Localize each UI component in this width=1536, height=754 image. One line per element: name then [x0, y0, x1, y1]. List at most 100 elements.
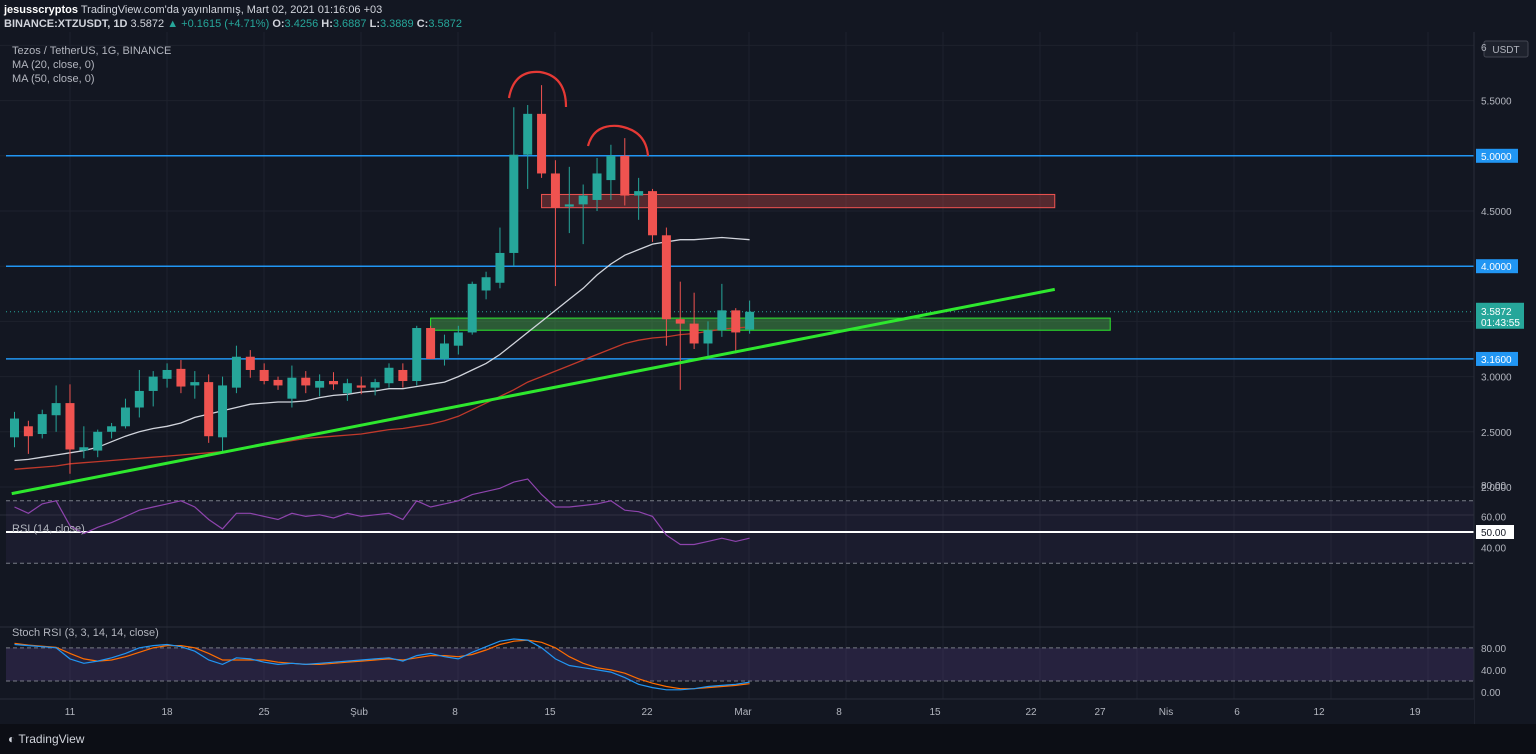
close-value: 3.5872 [428, 18, 462, 30]
low-label: L: [369, 18, 380, 30]
chart-background [0, 32, 1536, 724]
rsi-tick: 40.00 [1481, 544, 1506, 555]
candle-body [10, 418, 19, 438]
indicator-lines [14, 478, 750, 691]
candle-body [79, 447, 89, 451]
candle-body [564, 204, 574, 207]
candle-body [51, 403, 61, 416]
brand-name: TradingView [18, 732, 85, 746]
time-label: 8 [836, 707, 842, 718]
time-label: 27 [1094, 707, 1106, 718]
candle-body [578, 195, 588, 205]
close-label: C: [416, 18, 429, 30]
candle-body [148, 376, 158, 391]
high-value: 3.6887 [332, 18, 367, 30]
candle-body [204, 382, 214, 437]
candle-body [162, 369, 172, 379]
chart-area[interactable]: USDT 6 5.50005.00004.50004.00003.50003.0… [0, 32, 1536, 724]
candle-body [717, 310, 727, 331]
time-label: 6 [1234, 707, 1240, 718]
candle-body [592, 173, 602, 200]
price-marker-label: 4.0000 [1481, 262, 1512, 273]
time-label: Şub [350, 707, 368, 718]
stoch-k-line [14, 638, 750, 691]
candle-body [523, 113, 533, 155]
countdown-label: 01:43:55 [1481, 318, 1520, 329]
tradingview-logo[interactable]: ◐ TradingView [8, 732, 85, 746]
candle-body [329, 381, 339, 385]
time-label: 8 [452, 707, 458, 718]
candle-body [606, 155, 616, 181]
price-tick: 3.0000 [1481, 373, 1512, 384]
candle-body [176, 368, 186, 387]
rsi-marker-label: 50.00 [1481, 528, 1506, 539]
time-axis[interactable]: 11 18 25 Şub 8 15 22 Mar 8 15 22 27 Nis 6 12 19 [0, 698, 1474, 724]
candle-body [356, 385, 366, 388]
candle-body [37, 414, 47, 435]
candle-body [370, 382, 380, 388]
moving-averages [14, 236, 750, 470]
legends: Tezos / TetherUS, 1G, BINANCE MA (20, cl… [12, 45, 171, 639]
candle-body [495, 252, 505, 283]
head-shoulder-annotations[interactable] [507, 70, 650, 157]
currency-badge[interactable] [1483, 40, 1529, 58]
candle-body [731, 310, 741, 333]
candle-body [537, 113, 547, 174]
publisher-name[interactable]: jesusscryptos [4, 4, 78, 16]
candle-body [648, 191, 658, 236]
time-label: 15 [929, 707, 941, 718]
stoch-tick: 40.00 [1481, 666, 1506, 677]
price-axis[interactable]: USDT 6 5.50005.00004.50004.00003.50003.0… [1473, 32, 1536, 724]
left-peak-arc[interactable] [507, 70, 568, 108]
candle-body [426, 328, 436, 359]
candle-body [231, 356, 241, 388]
trendline[interactable] [11, 287, 1056, 496]
candle-body [65, 403, 75, 450]
candle-body [509, 154, 519, 253]
pane-backgrounds [0, 500, 1536, 682]
stoch-tick: 0.00 [1481, 688, 1501, 699]
last-price-label: 3.5872 [1481, 307, 1512, 318]
resistance-zone [541, 193, 1056, 209]
symbol-label: BINANCE:XTZUSDT, 1D [4, 18, 128, 30]
ma20-line [14, 236, 750, 462]
candle-body [689, 323, 699, 344]
candle-body [245, 356, 255, 370]
price-tick: 2.0000 [1481, 483, 1512, 494]
time-label: 11 [65, 707, 76, 718]
time-label: 22 [1025, 707, 1037, 718]
price-tick: 5.5000 [1481, 97, 1512, 108]
candle-body [481, 277, 491, 291]
indicator-tick-labels: 80.00 60.00 40.00 80.00 40.00 0.00 [1481, 481, 1506, 699]
candle-body [703, 330, 713, 344]
candle-body [259, 369, 269, 382]
candle-body [675, 319, 685, 324]
open-label: O: [272, 18, 285, 30]
low-value: 3.3889 [379, 18, 414, 30]
candle-body [134, 390, 144, 408]
candle-body [412, 328, 422, 382]
ma20-legend: MA (20, close, 0) [12, 59, 95, 71]
right-peak-arc[interactable] [586, 124, 650, 157]
time-label: 25 [258, 707, 270, 718]
candle-body [190, 382, 200, 386]
last-price-marker [1476, 302, 1524, 329]
price-tick: 4.5000 [1481, 207, 1512, 218]
trend-support-line [11, 287, 1056, 496]
stoch-tick: 80.00 [1481, 644, 1506, 655]
candle-body [620, 155, 630, 196]
price-zones[interactable] [430, 193, 1111, 331]
price-marker [1476, 259, 1518, 274]
stoch-band [6, 647, 1474, 681]
candle-body [93, 431, 103, 451]
rsi-tick: 60.00 [1481, 512, 1506, 523]
rsi-tick: 80.00 [1481, 481, 1506, 492]
time-label: 18 [161, 707, 173, 718]
price-marker-label: 3.1600 [1481, 355, 1512, 366]
candle-body [453, 332, 463, 346]
price-change: ▲ +0.1615 (+4.71%) [167, 18, 270, 30]
price-marker [1476, 148, 1518, 163]
candle-body [120, 407, 130, 427]
rsi-line [14, 478, 750, 546]
